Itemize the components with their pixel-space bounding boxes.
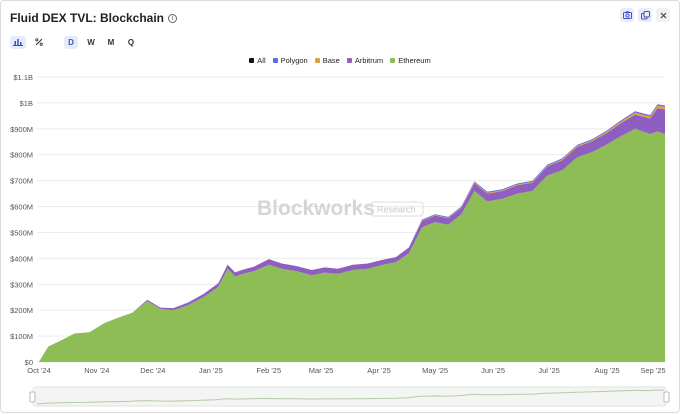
period-q-button[interactable]: Q: [127, 37, 135, 47]
y-tick-label: $700M: [10, 177, 33, 186]
y-tick-label: $100M: [10, 332, 33, 341]
y-tick-label: $900M: [10, 125, 33, 134]
y-tick-label: $300M: [10, 280, 33, 289]
chart-header: Fluid DEX TVL: Blockchain i: [10, 8, 670, 27]
x-tick-label: Jun '25: [481, 366, 505, 375]
legend-item-arbitrum[interactable]: Arbitrum: [346, 56, 383, 65]
y-tick-label: $500M: [10, 228, 33, 237]
x-tick-label: Apr '25: [367, 366, 391, 375]
series-areas: [38, 104, 665, 362]
y-tick-label: $800M: [10, 151, 33, 160]
y-tick-label: $0: [25, 358, 33, 367]
series-area-ethereum[interactable]: [38, 128, 665, 362]
x-tick-label: Jul '25: [538, 366, 559, 375]
watermark-tag-box: [370, 201, 424, 217]
legend-item-base[interactable]: Base: [314, 56, 340, 65]
x-tick-label: Sep '25: [640, 366, 665, 375]
chart-legend: All Polygon Base Arbitrum Ethereum: [1, 56, 679, 65]
y-tick-label: $400M: [10, 254, 33, 263]
period-d-button[interactable]: D: [64, 35, 78, 49]
x-tick-label: Dec '24: [140, 366, 165, 375]
y-tick-label: $600M: [10, 203, 33, 212]
chart-toolbar: D W M Q: [10, 35, 138, 49]
period-m-button[interactable]: M: [107, 37, 115, 47]
x-tick-label: Feb '25: [256, 366, 281, 375]
x-axis-ticks: Oct '24 Nov '24 Dec '24 Jan '25 Feb '25 Mar '…: [27, 366, 665, 375]
legend-item-polygon[interactable]: Polygon: [272, 56, 308, 65]
x-tick-label: Mar '25: [309, 366, 334, 375]
bar-chart-icon[interactable]: [10, 35, 26, 49]
period-w-button[interactable]: W: [87, 37, 95, 47]
watermark-brand: Blockworks: [257, 197, 375, 220]
chart-title: Fluid DEX TVL: Blockchain: [10, 11, 165, 25]
percent-icon[interactable]: [32, 36, 46, 49]
y-tick-label: $200M: [10, 306, 33, 315]
x-tick-label: Aug '25: [594, 366, 619, 375]
y-axis-ticks: $0 $100M $200M $300M $400M $500M $600M $700M $80…: [10, 73, 33, 367]
x-tick-label: Oct '24: [27, 366, 51, 375]
range-handle-right[interactable]: [663, 391, 670, 403]
header-actions: [620, 8, 670, 22]
range-handle-left[interactable]: [29, 391, 36, 403]
camera-icon[interactable]: [620, 8, 634, 22]
y-tick-label: $1B: [20, 99, 33, 108]
series-area-arbitrum[interactable]: [38, 108, 665, 362]
copy-icon[interactable]: [638, 8, 652, 22]
x-tick-label: Jan '25: [199, 366, 223, 375]
range-navigator[interactable]: [29, 386, 670, 407]
legend-item-ethereum[interactable]: Ethereum: [390, 56, 431, 65]
info-icon[interactable]: i: [168, 13, 178, 23]
x-tick-label: May '25: [422, 366, 448, 375]
x-tick-label: Nov '24: [84, 366, 109, 375]
close-icon[interactable]: [656, 8, 670, 22]
y-tick-label: $1.1B: [13, 73, 33, 82]
watermark-tag: Research: [377, 205, 416, 215]
legend-item-all[interactable]: All: [249, 56, 266, 65]
